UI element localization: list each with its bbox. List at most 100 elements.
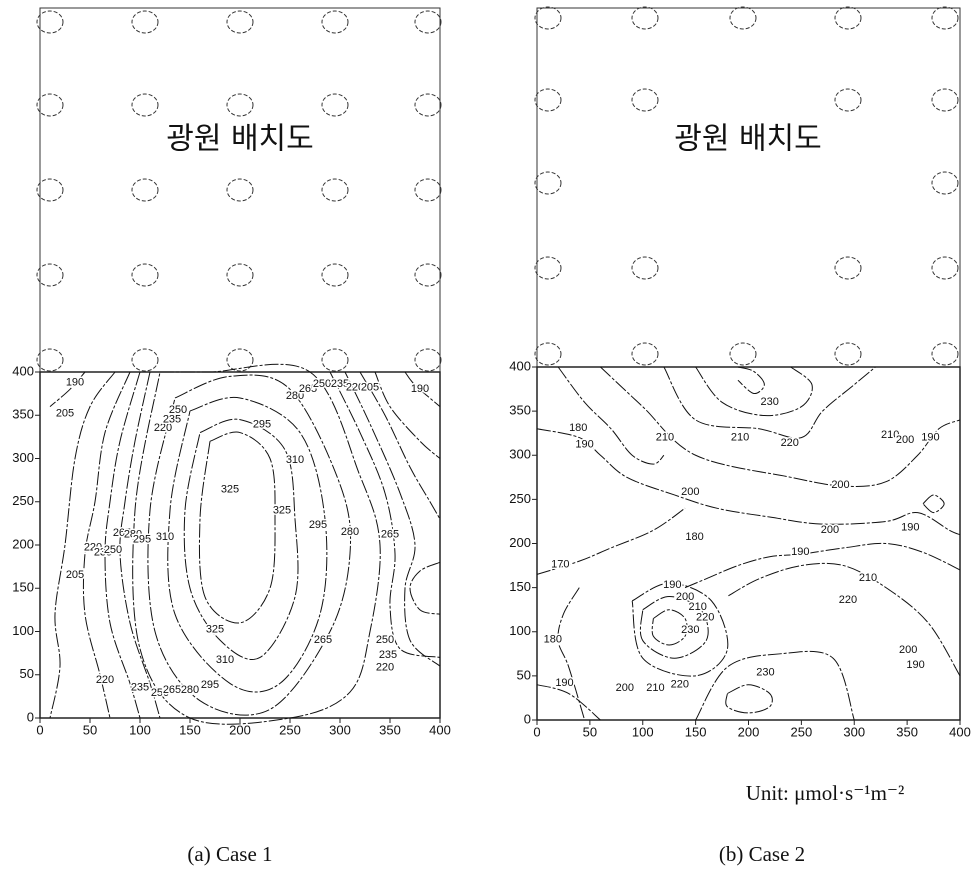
y-tick-label: 50 <box>517 667 531 682</box>
contour-label: 280 <box>286 390 304 402</box>
contour-line <box>49 371 116 719</box>
contour-line <box>737 366 765 394</box>
contour-label: 250 <box>104 544 122 556</box>
contour-label: 220 <box>346 381 364 393</box>
contour-label: 325 <box>221 484 239 496</box>
contour-line <box>695 366 813 417</box>
x-tick-label: 0 <box>36 722 43 737</box>
light-source <box>631 88 659 112</box>
light-source <box>226 93 254 117</box>
light-source <box>931 6 959 30</box>
inset-label: 광원 배치도 <box>674 122 822 157</box>
light-source <box>729 342 757 366</box>
contour-line <box>183 418 299 660</box>
y-tick-label: 250 <box>509 491 531 506</box>
x-tick-label: 400 <box>429 722 451 737</box>
x-tick-label: 200 <box>738 724 760 739</box>
light-source <box>36 348 64 372</box>
contour-label: 190 <box>921 432 939 444</box>
contour-label: 265 <box>163 684 181 696</box>
light-source <box>36 10 64 34</box>
contour-label: 265 <box>314 634 332 646</box>
contour-label: 310 <box>216 654 234 666</box>
contour-label: 210 <box>646 682 664 694</box>
x-tick-label: 350 <box>896 724 918 739</box>
x-tick-label: 150 <box>179 722 201 737</box>
contour-label: 230 <box>681 624 699 636</box>
contour-line <box>684 542 961 589</box>
y-tick-label: 150 <box>509 579 531 594</box>
contour-label: 235 <box>94 547 112 559</box>
contour-label: 205 <box>66 569 84 581</box>
x-tick-label: 300 <box>843 724 865 739</box>
contour-line <box>557 587 586 721</box>
light-source <box>226 10 254 34</box>
contour-line <box>536 684 601 721</box>
contour-label: 280 <box>181 684 199 696</box>
contour-label: 230 <box>756 666 774 678</box>
contour-label: 220 <box>154 422 172 434</box>
contour-label: 200 <box>681 486 699 498</box>
contour-label: 180 <box>685 531 703 543</box>
contour-line <box>727 562 961 677</box>
x-tick-label: 0 <box>533 724 540 739</box>
x-tick-label: 100 <box>632 724 654 739</box>
contour-line <box>651 609 688 646</box>
contour-label: 190 <box>906 659 924 671</box>
light-source <box>534 88 562 112</box>
light-source <box>321 348 349 372</box>
contour-label: 295 <box>253 419 271 431</box>
contour-label: 295 <box>201 679 219 691</box>
contour-label: 325 <box>273 504 291 516</box>
contour-label: 200 <box>831 479 849 491</box>
y-tick-label: 50 <box>20 666 34 681</box>
y-tick-label: 350 <box>509 403 531 418</box>
y-tick-label: 400 <box>509 358 531 373</box>
contour-label: 265 <box>113 527 131 539</box>
contour-label: 180 <box>569 422 587 434</box>
light-source <box>834 256 862 280</box>
contour-label: 205 <box>56 407 74 419</box>
light-source <box>36 178 64 202</box>
contour-label: 210 <box>689 601 707 613</box>
light-source <box>931 342 959 366</box>
x-tick-label: 400 <box>949 724 971 739</box>
contour-label: 235 <box>331 378 349 390</box>
light-source <box>321 93 349 117</box>
contour-label: 190 <box>575 439 593 451</box>
contour-label: 220 <box>696 612 714 624</box>
contour-label: 180 <box>544 634 562 646</box>
light-source <box>131 263 159 287</box>
contour-label: 265 <box>381 529 399 541</box>
contour-line <box>147 374 352 716</box>
light-source <box>414 348 442 372</box>
y-tick-label: 150 <box>12 580 34 595</box>
y-tick-label: 200 <box>12 536 34 551</box>
y-tick-label: 300 <box>12 450 34 465</box>
contour-label: 250 <box>169 404 187 416</box>
x-tick-label: 150 <box>685 724 707 739</box>
x-tick-label: 50 <box>83 722 97 737</box>
x-tick-label: 250 <box>791 724 813 739</box>
contour-line <box>695 650 855 721</box>
y-tick-label: 100 <box>12 623 34 638</box>
light-source <box>414 263 442 287</box>
contour-label: 200 <box>899 644 917 656</box>
contour-label: 230 <box>760 396 778 408</box>
y-tick-label: 200 <box>509 535 531 550</box>
contour-label: 280 <box>341 526 359 538</box>
light-source <box>931 256 959 280</box>
contour-label: 250 <box>376 634 394 646</box>
contour-label: 250 <box>151 687 169 699</box>
contour-line <box>639 595 709 659</box>
contour-line <box>725 684 773 714</box>
light-source <box>631 6 659 30</box>
contour-label: 210 <box>859 572 877 584</box>
light-source <box>931 88 959 112</box>
y-tick-label: 350 <box>12 407 34 422</box>
contour-label: 220 <box>671 679 689 691</box>
contour-label: 235 <box>163 413 181 425</box>
light-source <box>414 10 442 34</box>
contour-line <box>49 371 86 407</box>
contour-label: 210 <box>731 432 749 444</box>
